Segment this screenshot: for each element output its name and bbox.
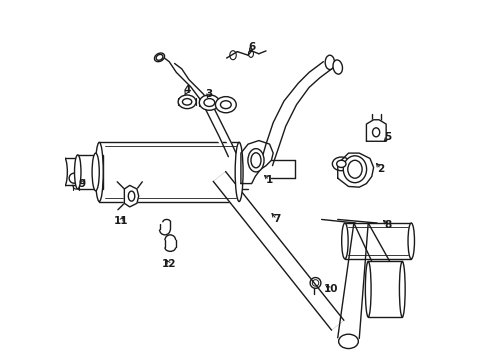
Ellipse shape bbox=[156, 54, 163, 60]
Ellipse shape bbox=[341, 223, 347, 259]
Polygon shape bbox=[169, 62, 228, 157]
Polygon shape bbox=[213, 171, 343, 330]
Ellipse shape bbox=[92, 153, 99, 191]
Ellipse shape bbox=[220, 101, 231, 109]
Ellipse shape bbox=[372, 128, 379, 137]
Ellipse shape bbox=[332, 60, 342, 74]
Text: 4: 4 bbox=[183, 85, 190, 95]
Ellipse shape bbox=[128, 191, 135, 201]
Ellipse shape bbox=[332, 157, 349, 171]
Ellipse shape bbox=[203, 99, 214, 107]
Bar bbox=[99, 142, 239, 202]
Text: 11: 11 bbox=[113, 216, 128, 226]
Ellipse shape bbox=[325, 55, 334, 69]
Ellipse shape bbox=[365, 261, 370, 317]
Ellipse shape bbox=[56, 163, 61, 181]
Ellipse shape bbox=[343, 156, 366, 183]
Polygon shape bbox=[241, 140, 273, 184]
Ellipse shape bbox=[250, 153, 261, 168]
Ellipse shape bbox=[61, 158, 67, 186]
Ellipse shape bbox=[95, 142, 103, 202]
Ellipse shape bbox=[178, 95, 196, 109]
Bar bbox=[344, 223, 410, 259]
Bar bbox=[367, 261, 402, 317]
Ellipse shape bbox=[235, 142, 243, 202]
Polygon shape bbox=[124, 185, 139, 207]
Polygon shape bbox=[272, 78, 319, 166]
Ellipse shape bbox=[58, 160, 63, 184]
Ellipse shape bbox=[399, 261, 405, 317]
Text: 9: 9 bbox=[79, 179, 86, 189]
Ellipse shape bbox=[347, 160, 362, 178]
Text: 8: 8 bbox=[384, 220, 391, 230]
Text: 7: 7 bbox=[272, 215, 280, 224]
Ellipse shape bbox=[336, 160, 346, 167]
Bar bbox=[64, 158, 79, 185]
Ellipse shape bbox=[215, 96, 236, 113]
Text: 3: 3 bbox=[204, 89, 212, 99]
Polygon shape bbox=[182, 69, 241, 164]
Text: 12: 12 bbox=[162, 259, 176, 269]
Text: 5: 5 bbox=[384, 132, 391, 142]
Polygon shape bbox=[337, 153, 373, 187]
Ellipse shape bbox=[199, 95, 219, 110]
Text: 2: 2 bbox=[376, 164, 384, 174]
Text: 6: 6 bbox=[247, 42, 255, 52]
Polygon shape bbox=[366, 120, 386, 141]
Ellipse shape bbox=[74, 155, 81, 189]
Ellipse shape bbox=[182, 99, 191, 105]
Text: 10: 10 bbox=[323, 284, 337, 294]
Ellipse shape bbox=[338, 334, 358, 348]
Ellipse shape bbox=[154, 53, 164, 62]
Text: 1: 1 bbox=[265, 175, 273, 185]
Ellipse shape bbox=[247, 149, 264, 172]
Ellipse shape bbox=[407, 223, 414, 259]
Bar bbox=[78, 155, 102, 189]
Polygon shape bbox=[260, 72, 308, 163]
